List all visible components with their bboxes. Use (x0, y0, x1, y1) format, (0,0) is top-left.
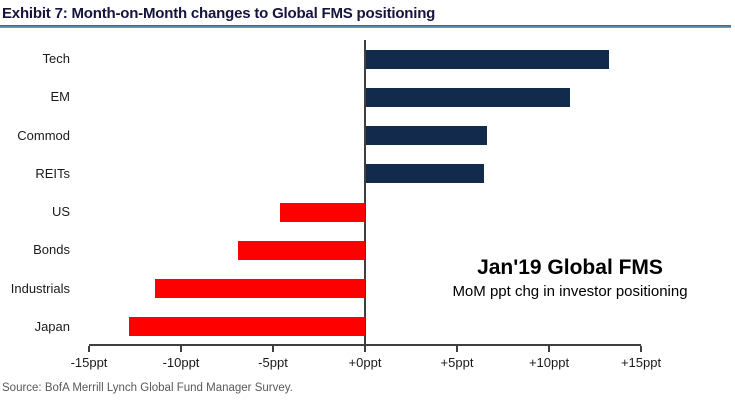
axis-tick (364, 346, 366, 352)
chart-annotation: Jan'19 Global FMS MoM ppt chg in investo… (405, 255, 735, 302)
category-label: Tech (42, 51, 70, 67)
axis-tick-label: -15ppt (70, 355, 108, 370)
category-label: EM (50, 89, 71, 105)
category-label: Industrials (10, 280, 70, 296)
title-underline (0, 25, 731, 28)
axis-tick-label: -5ppt (258, 355, 288, 370)
axis-tick (640, 346, 642, 352)
axis-tick (456, 346, 458, 352)
source-note: Source: BofA Merrill Lynch Global Fund M… (2, 382, 293, 394)
axis-tick-label: -10ppt (162, 355, 200, 370)
category-label: REITs (35, 165, 70, 181)
axis-tick (548, 346, 550, 352)
bar-us (280, 202, 365, 222)
x-axis-line (89, 344, 641, 346)
category-label: Bonds (33, 242, 70, 258)
category-axis: Tech EM Commod REITs US Bonds Industrials Japan (0, 40, 70, 346)
bar-commod (366, 126, 488, 146)
bar-tech (366, 49, 609, 69)
axis-tick-label: +5ppt (440, 355, 474, 370)
category-label: Japan (34, 318, 70, 334)
axis-tick-label: +15ppt (620, 355, 662, 370)
category-label: US (51, 204, 70, 220)
bar-reits (366, 164, 484, 184)
bar-em (366, 87, 571, 107)
plot-area: -15ppt -10ppt -5ppt +0ppt +5ppt +10ppt +15ppt (71, 40, 661, 370)
bar-japan (129, 317, 365, 337)
category-label: Commod (17, 127, 70, 143)
bar-industrials (155, 279, 365, 299)
exhibit-title: Exhibit 7: Month-on-Month changes to Glo… (2, 5, 436, 22)
annotation-subtitle: MoM ppt chg in investor positioning (452, 283, 688, 300)
zero-axis-line (364, 40, 366, 352)
axis-tick (272, 346, 274, 352)
axis-tick-label: +10ppt (528, 355, 570, 370)
axis-tick (88, 346, 90, 352)
axis-tick (180, 346, 182, 352)
axis-tick-label: +0ppt (348, 355, 382, 370)
annotation-title: Jan'19 Global FMS (477, 256, 663, 279)
bar-bonds (238, 240, 365, 260)
